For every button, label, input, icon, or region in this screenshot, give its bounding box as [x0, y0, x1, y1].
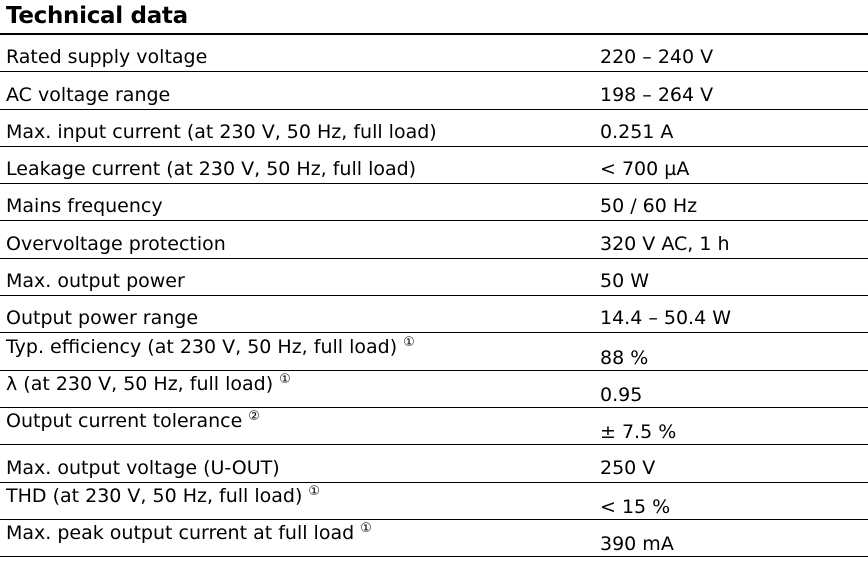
spec-label-text: Max. output power	[6, 270, 185, 293]
spec-label-text: λ (at 230 V, 50 Hz, full load)	[6, 372, 274, 395]
footnote-marker: ①	[308, 483, 321, 499]
spec-value: 50 / 60 Hz	[600, 195, 698, 218]
spec-label-text: Rated supply voltage	[6, 46, 208, 69]
spec-label-text: Max. output voltage (U-OUT)	[6, 456, 280, 479]
spec-label: Typ. efficiency (at 230 V, 50 Hz, full l…	[6, 335, 415, 362]
spec-label: Max. output power	[6, 269, 185, 293]
spec-value: < 15 %	[600, 495, 671, 518]
spec-label-text: Leakage current (at 230 V, 50 Hz, full l…	[6, 158, 417, 181]
spec-label: Overvoltage protection	[6, 232, 226, 256]
spec-value: < 700 µA	[600, 158, 690, 181]
spec-value: 390 mA	[600, 533, 674, 556]
table-row: Max. input current (at 230 V, 50 Hz, ful…	[0, 110, 868, 147]
spec-value: 0.95	[600, 383, 643, 406]
spec-label: Mains frequency	[6, 194, 163, 218]
spec-value: 250 V	[600, 456, 656, 479]
spec-value: 50 W	[600, 270, 650, 293]
table-row: Output current tolerance ② ± 7.5 %	[0, 408, 868, 446]
table-row: THD (at 230 V, 50 Hz, full load) ① < 15 %	[0, 483, 868, 520]
spec-label: Output power range	[6, 306, 198, 330]
table-row: Mains frequency 50 / 60 Hz	[0, 184, 868, 222]
spec-value: 0.251 A	[600, 120, 674, 143]
spec-label: λ (at 230 V, 50 Hz, full load) ①	[6, 372, 291, 399]
spec-label-text: Output current tolerance	[6, 410, 243, 433]
table-row: λ (at 230 V, 50 Hz, full load) ① 0.95	[0, 371, 868, 408]
spec-table: Rated supply voltage 220 – 240 V AC voltag…	[0, 35, 868, 558]
table-row: Max. peak output current at full load ① 39…	[0, 520, 868, 558]
spec-label: Rated supply voltage	[6, 45, 207, 69]
spec-value: 198 – 264 V	[600, 83, 714, 106]
table-row: Output power range 14.4 – 50.4 W	[0, 296, 868, 334]
table-row: Overvoltage protection 320 V AC, 1 h	[0, 221, 868, 259]
table-row: AC voltage range 198 – 264 V	[0, 72, 868, 110]
spec-label: Max. input current (at 230 V, 50 Hz, ful…	[6, 120, 437, 144]
spec-label: Output current tolerance ②	[6, 409, 260, 436]
spec-label: AC voltage range	[6, 83, 170, 107]
spec-label: Max. output voltage (U-OUT)	[6, 456, 280, 480]
spec-label-text: Output power range	[6, 307, 199, 330]
spec-label-text: Mains frequency	[6, 195, 163, 218]
table-row: Typ. efficiency (at 230 V, 50 Hz, full l…	[0, 333, 868, 371]
spec-label-text: AC voltage range	[6, 83, 171, 106]
spec-value: 14.4 – 50.4 W	[600, 307, 732, 330]
title-divider	[0, 33, 868, 35]
spec-value: 88 %	[600, 346, 649, 369]
footnote-marker: ①	[279, 371, 291, 387]
footnote-marker: ②	[248, 409, 260, 425]
spec-value: 320 V AC, 1 h	[600, 232, 730, 255]
table-row: Rated supply voltage 220 – 240 V	[0, 35, 868, 73]
spec-label-text: THD (at 230 V, 50 Hz, full load)	[6, 484, 303, 507]
spec-label: THD (at 230 V, 50 Hz, full load) ①	[6, 484, 320, 511]
spec-value: ± 7.5 %	[600, 421, 677, 444]
spec-label-text: Typ. efficiency (at 230 V, 50 Hz, full l…	[6, 335, 398, 358]
table-row: Max. output power 50 W	[0, 259, 868, 297]
footnote-marker: ①	[403, 334, 415, 350]
table-row: Max. output voltage (U-OUT) 250 V	[0, 445, 868, 483]
table-row: Leakage current (at 230 V, 50 Hz, full l…	[0, 147, 868, 185]
spec-label: Max. peak output current at full load ①	[6, 521, 372, 548]
page-title: Technical data	[6, 3, 188, 29]
spec-label: Leakage current (at 230 V, 50 Hz, full l…	[6, 157, 416, 181]
footnote-marker: ①	[360, 521, 372, 537]
spec-label-text: Overvoltage protection	[6, 232, 226, 255]
spec-value: 220 – 240 V	[600, 46, 714, 69]
spec-label-text: Max. input current (at 230 V, 50 Hz, ful…	[6, 120, 437, 143]
spec-label-text: Max. peak output current at full load	[6, 522, 355, 545]
